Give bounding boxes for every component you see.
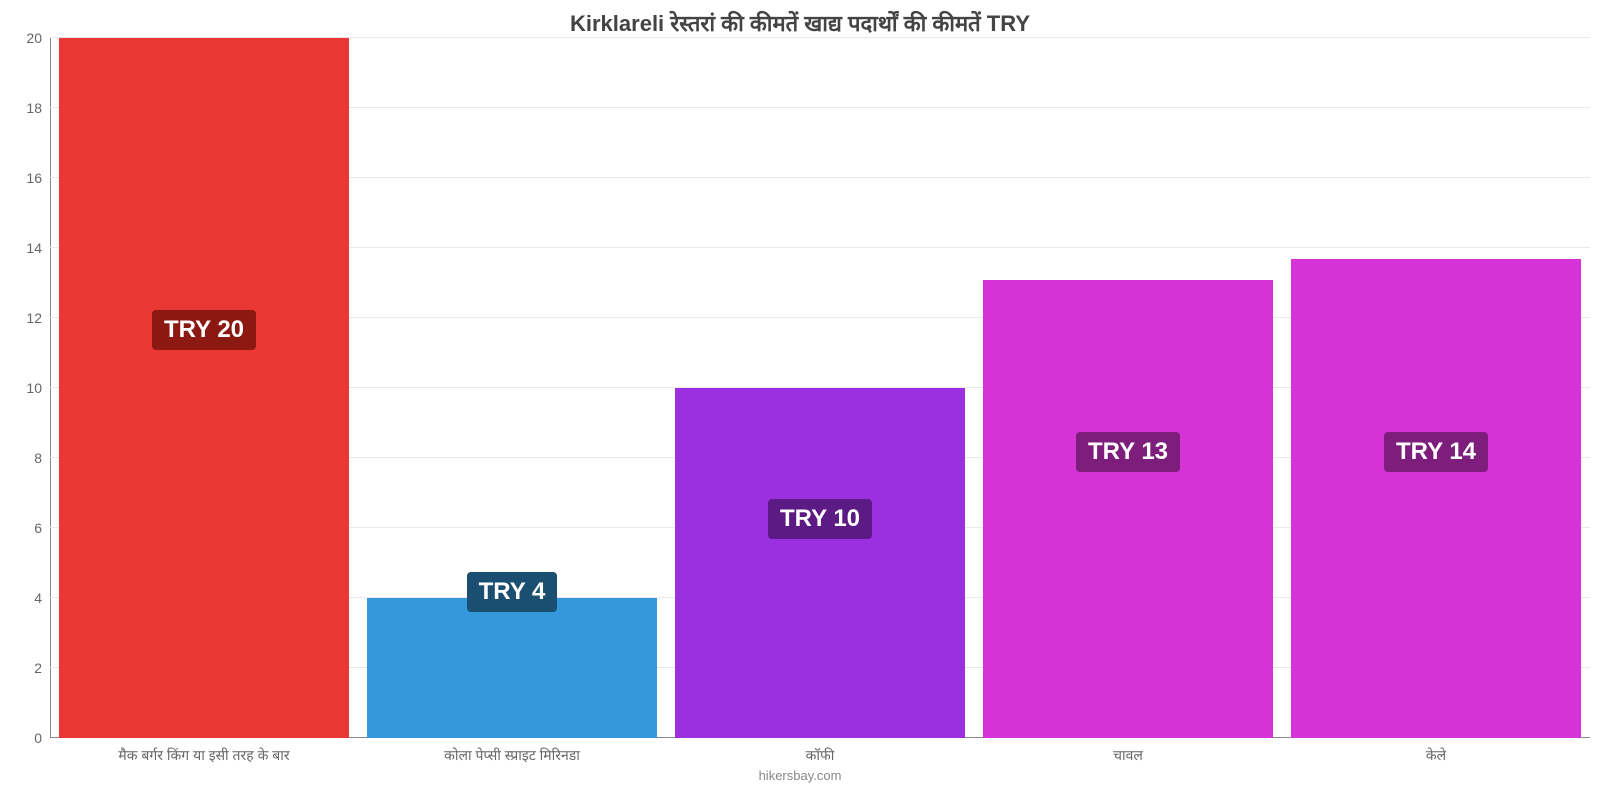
price-bar bbox=[59, 38, 349, 738]
attribution-text: hikersbay.com bbox=[759, 768, 842, 783]
y-tick-label: 20 bbox=[26, 30, 50, 46]
y-tick-label: 2 bbox=[34, 660, 50, 676]
chart-title: Kirklareli रेस्तरां की कीमतें खाद्य पदार… bbox=[0, 0, 1600, 38]
y-tick-label: 10 bbox=[26, 380, 50, 396]
price-bar bbox=[675, 388, 965, 738]
bar-value-label: TRY 20 bbox=[152, 310, 256, 350]
y-tick-label: 6 bbox=[34, 520, 50, 536]
x-category-label: मैक बर्गर किंग या इसी तरह के बार bbox=[118, 738, 289, 765]
x-category-label: कॉफी bbox=[806, 738, 835, 765]
y-tick-label: 0 bbox=[34, 730, 50, 746]
bar-value-label-wrap: TRY 10 bbox=[675, 499, 965, 539]
bar-value-label-wrap: TRY 14 bbox=[1291, 432, 1581, 472]
y-tick-label: 16 bbox=[26, 170, 50, 186]
bar-value-label: TRY 4 bbox=[467, 572, 558, 612]
y-tick-label: 18 bbox=[26, 100, 50, 116]
bar-value-label-wrap: TRY 20 bbox=[59, 310, 349, 350]
x-category-label: केले bbox=[1426, 738, 1446, 765]
bar-value-label-wrap: TRY 13 bbox=[983, 432, 1273, 472]
bar-value-label: TRY 13 bbox=[1076, 432, 1180, 472]
price-bar bbox=[1291, 259, 1581, 739]
y-tick-label: 4 bbox=[34, 590, 50, 606]
bar-value-label: TRY 10 bbox=[768, 499, 872, 539]
x-category-label: चावल bbox=[1113, 738, 1143, 765]
x-category-label: कोला पेप्सी स्प्राइट मिरिनडा bbox=[444, 738, 580, 765]
bar-value-label: TRY 14 bbox=[1384, 432, 1488, 472]
price-bar bbox=[983, 280, 1273, 739]
plot-area: 02468101214161820TRY 20मैक बर्गर किंग या… bbox=[50, 38, 1590, 738]
y-tick-label: 12 bbox=[26, 310, 50, 326]
price-bar-chart: Kirklareli रेस्तरां की कीमतें खाद्य पदार… bbox=[0, 0, 1600, 800]
y-tick-label: 8 bbox=[34, 450, 50, 466]
price-bar bbox=[367, 598, 657, 738]
bar-value-label-wrap: TRY 4 bbox=[367, 572, 657, 612]
y-axis-line bbox=[50, 38, 51, 738]
y-tick-label: 14 bbox=[26, 240, 50, 256]
